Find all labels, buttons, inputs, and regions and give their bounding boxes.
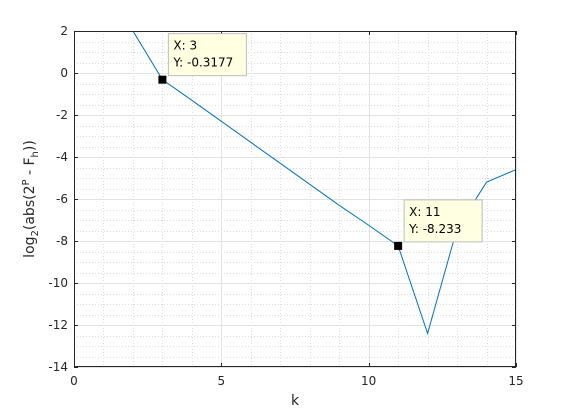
tick-marks <box>74 31 517 368</box>
datatip-y-text: Y: -8.233 <box>408 222 461 236</box>
datatip-y-text: Y: -0.3177 <box>172 56 233 70</box>
y-label-subscript: 2 <box>30 230 41 236</box>
y-tick-label: -6 <box>56 192 68 206</box>
x-axis-label: k <box>291 393 300 409</box>
y-label-part: (abs(2 <box>22 186 38 231</box>
datatip-box <box>403 199 483 243</box>
data-line <box>103 31 516 336</box>
x-tick-label: 10 <box>361 374 376 388</box>
x-tick-label: 5 <box>218 374 226 388</box>
y-tick-label: -4 <box>56 150 68 164</box>
datatip-marker[interactable] <box>394 241 403 250</box>
y-label-superscript: P <box>21 179 32 185</box>
datatip[interactable]: X: 11 Y: -8.233 <box>394 199 483 250</box>
y-tick-label: -14 <box>48 360 68 374</box>
y-label-subscript: h <box>30 151 41 157</box>
x-tick-label: 15 <box>508 374 523 388</box>
datatip-x-text: X: 3 <box>173 39 197 53</box>
datatip-marker[interactable] <box>158 75 167 84</box>
datatip[interactable]: X: 3 Y: -0.3177 <box>158 33 247 84</box>
y-tick-label: -8 <box>56 234 68 248</box>
y-tick-label: 2 <box>60 24 68 38</box>
y-label-part: - F <box>22 157 38 179</box>
y-label-part: )) <box>22 140 38 151</box>
y-tick-label: -12 <box>48 318 68 332</box>
datatip-box <box>167 33 247 77</box>
datatip-layer: X: 3 Y: -0.3177 X: 11 Y: -8.233 <box>158 33 483 250</box>
y-tick-label: 0 <box>60 66 68 80</box>
y-tick-label: -2 <box>56 108 68 122</box>
y-label-part: log <box>22 236 38 257</box>
y-tick-label: -10 <box>48 276 68 290</box>
x-tick-label: 0 <box>70 374 78 388</box>
y-axis-label: log2(abs(2P - Fh)) <box>21 140 41 258</box>
series-layer <box>103 31 516 336</box>
datatip-x-text: X: 11 <box>409 205 440 219</box>
